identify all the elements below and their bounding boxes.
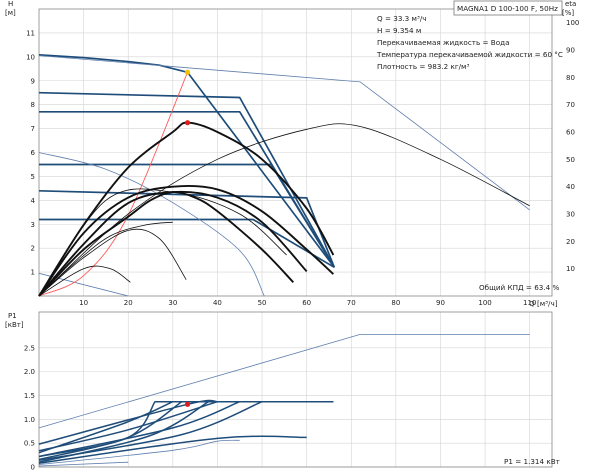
info-density: Плотность = 983.2 кг/м³ [377, 62, 469, 71]
qh-x-tick-label: 110 [523, 299, 536, 307]
power-curve [38, 439, 240, 465]
qh-x-tick-label: 50 [258, 299, 267, 307]
operating-info: Q = 33.3 м³/ч H = 9.354 м Перекачиваемая… [376, 14, 563, 71]
power-curve [38, 435, 307, 464]
qh-y-tick-label: 9 [31, 77, 35, 85]
qh-x-tick-label: 20 [124, 299, 133, 307]
eta-y2-tick-label: 40 [566, 183, 575, 191]
qh-y-tick-label: 5 [31, 173, 35, 181]
info-liquid: Перекачиваемая жидкость = Вода [377, 38, 510, 47]
efficiency-curve [38, 265, 131, 297]
head-curve [38, 54, 335, 268]
qh-y-tick-label: 7 [31, 125, 35, 133]
qh-x-tick-label: 80 [391, 299, 400, 307]
eta-y2-tick-label: 20 [566, 238, 575, 246]
eta-y2-tick-label: 70 [566, 101, 575, 109]
power-curves [38, 334, 530, 467]
qh-x-tick-label: 90 [436, 299, 445, 307]
efficiency-curve [38, 121, 335, 297]
total-efficiency-note: Общий КПД = 63.4 % [479, 283, 559, 292]
qh-x-tick-label: 30 [168, 299, 177, 307]
head-curve [38, 152, 265, 297]
efficiency-curve [38, 123, 530, 297]
power-curve [38, 400, 334, 462]
x-axis-label: Q [м³/ч] [529, 299, 558, 308]
qh-curves [38, 54, 530, 297]
head-curve [39, 218, 335, 269]
y2-axis-label-eta: eta [565, 0, 576, 8]
qh-y-tick-label: 2 [31, 245, 35, 253]
power-curve [38, 400, 334, 458]
eta-y2-tick-label: 80 [566, 74, 575, 82]
qh-x-tick-label: 60 [302, 299, 311, 307]
qh-y-tick-label: 3 [31, 221, 35, 229]
qh-y-tick-label: 6 [31, 149, 36, 157]
power-curve [38, 334, 530, 429]
title-box [453, 0, 563, 16]
eta-y2-tick-label: 60 [566, 129, 575, 137]
operating-point-head-marker [184, 69, 191, 75]
y-axis-label-power: P1 [8, 312, 17, 320]
operating-point-power-marker [184, 401, 191, 407]
head-curve [38, 91, 336, 268]
info-temperature: Температура перекачиваемой жидкости = 60… [376, 50, 563, 59]
operating-point-efficiency-marker [184, 120, 191, 126]
power-y-tick-label: 1.5 [24, 392, 35, 400]
qh-x-tick-label: 70 [347, 299, 356, 307]
power-grid [39, 312, 552, 468]
power-y-tick-label: 0 [31, 464, 35, 472]
power-chart-panel: 0 0.5 1.0 1.5 2.0 2.5 P1 [кВт] P1 = 1.314 кВт [5, 311, 560, 472]
qh-x-tick-label: 100 [478, 299, 491, 307]
head-curve [39, 163, 336, 268]
qh-x-tick-label: 40 [213, 299, 222, 307]
power-y-tick-label: 1.0 [24, 416, 35, 424]
info-flow: Q = 33.3 м³/ч [377, 14, 427, 23]
power-y-tick-label: 0.5 [24, 440, 35, 448]
qh-x-tick-label: 10 [79, 299, 88, 307]
efficiency-curve [38, 184, 335, 297]
head-curve [38, 189, 336, 268]
efficiency-curve [38, 221, 173, 297]
power-y-tick-label: 2.5 [24, 344, 35, 352]
power-curve [38, 461, 129, 467]
efficiency-curve [38, 228, 187, 297]
power-curve [38, 400, 334, 463]
info-head: H = 9.354 м [377, 26, 421, 35]
power-tick-labels: 0 0.5 1.0 1.5 2.0 2.5 [24, 344, 35, 471]
qh-y-tick-label: 4 [31, 197, 36, 205]
eta-y2-tick-label: 50 [566, 156, 575, 164]
power-plot-frame [38, 311, 553, 468]
y-axis-unit-head: [м] [5, 9, 16, 17]
power-curve [38, 400, 334, 454]
eta-y2-tick-label: 90 [566, 47, 575, 55]
qh-y-tick-label: 8 [31, 101, 35, 109]
eta-y2-tick-label: 30 [566, 211, 575, 219]
efficiency-curve [38, 190, 308, 297]
power-note: P1 = 1.314 кВт [504, 457, 560, 466]
chart-title: MAGNA1 D 100-100 F, 50Hz [457, 4, 558, 13]
y-axis-label-head: H [8, 0, 13, 8]
y-axis-unit-power: [кВт] [5, 321, 24, 329]
power-y-tick-label: 2.0 [24, 368, 35, 376]
qh-y-tick-label: 11 [26, 29, 35, 37]
y2-axis-unit-eta: [%] [562, 9, 574, 17]
qh-grid [39, 9, 552, 296]
eta-y2-tick-label: 10 [566, 265, 575, 273]
qh-y-tick-label: 10 [26, 53, 35, 61]
power-curve [38, 400, 334, 461]
eta-y2-tick-label: 100 [566, 19, 579, 27]
qh-tick-labels: 10 20 30 40 50 60 70 80 90 100 110 1 2 3 4 5 6 7 8 9 10 11 10 2… [26, 19, 579, 307]
qh-y-tick-label: 1 [31, 269, 35, 277]
head-curve [38, 55, 530, 211]
qh-chart-panel: 10 20 30 40 50 60 70 80 90 100 110 1 2 3 4 5 6 7 8 9 10 11 10 2… [5, 0, 579, 308]
